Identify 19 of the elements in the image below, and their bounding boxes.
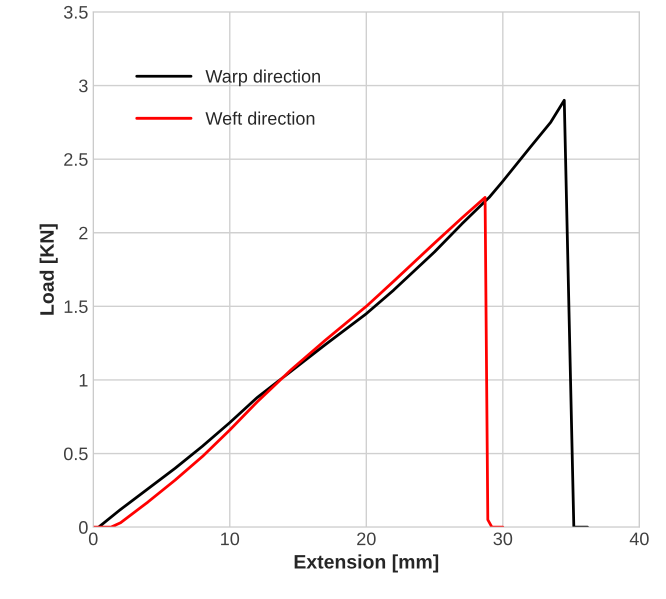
legend-label: Weft direction — [205, 112, 314, 125]
y-tick-label: 1 — [80, 374, 88, 386]
y-axis-title: Load [KN] — [40, 224, 58, 315]
y-tick-label: 2 — [79, 226, 88, 240]
y-tick-label: 0 — [79, 521, 88, 534]
x-tick-label: 30 — [493, 532, 512, 546]
y-tick-label: 3 — [79, 80, 88, 92]
legend-label: Warp direction — [205, 69, 320, 86]
x-tick-label: 40 — [630, 532, 649, 546]
y-tick-label: 3.5 — [64, 6, 88, 19]
line-series — [97, 98, 589, 528]
x-tick-label: 0 — [88, 532, 98, 546]
y-tick-label: 1.5 — [64, 300, 88, 314]
y-tick-label: 0.5 — [64, 447, 88, 460]
x-tick-label: 10 — [221, 532, 240, 546]
line-series — [93, 196, 504, 528]
x-tick-label: 20 — [357, 532, 376, 546]
y-tick-label: 2.5 — [64, 153, 88, 166]
x-axis-title: Extension [mm] — [294, 554, 438, 572]
